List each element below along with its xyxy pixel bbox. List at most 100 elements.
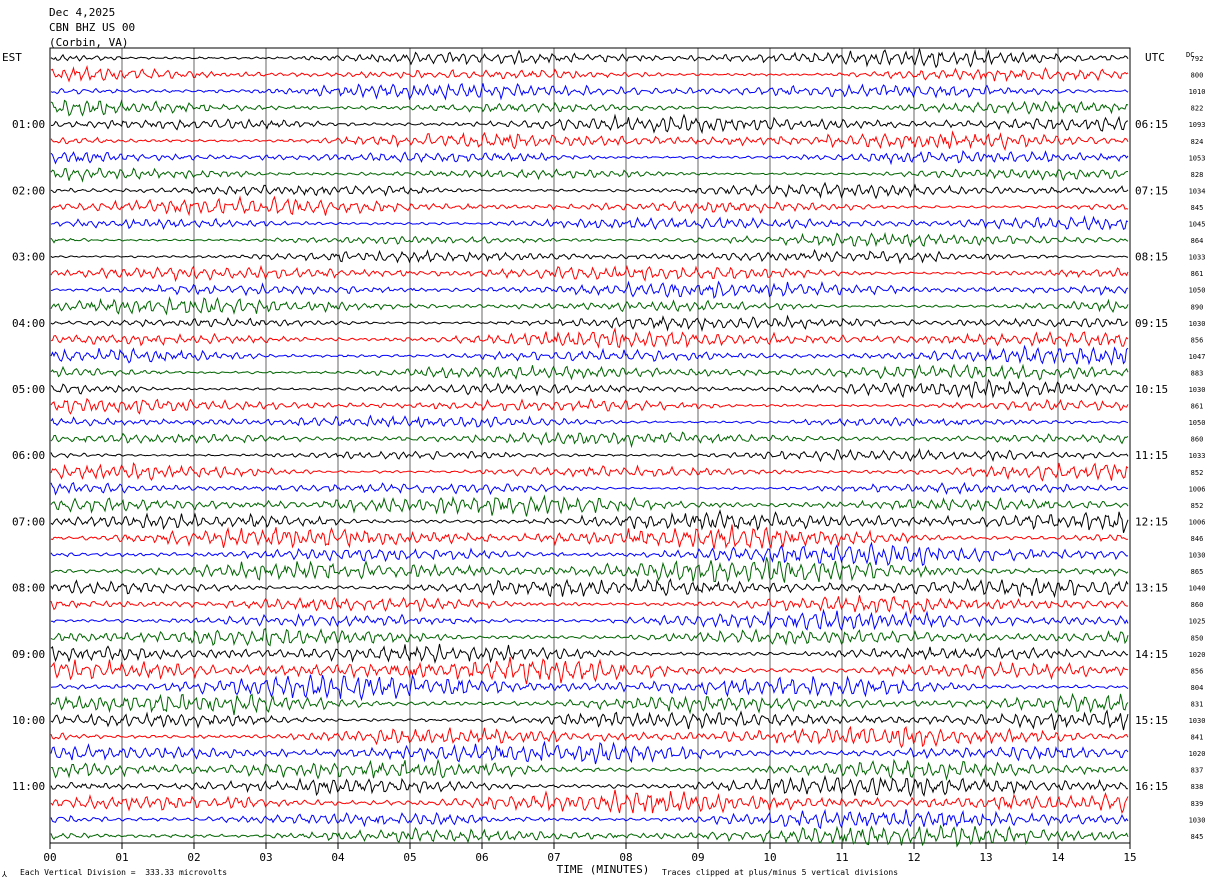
utc-hour-label: 12:15	[1135, 515, 1168, 528]
seismic-trace	[50, 692, 1129, 716]
est-hour-label: 11:00	[12, 780, 45, 793]
clip-note: Traces clipped at plus/minus 5 vertical …	[662, 868, 899, 877]
seismic-trace	[50, 414, 1129, 429]
x-tick-label: 06	[475, 851, 488, 864]
seismic-trace	[50, 481, 1129, 496]
dc-value: 861	[1191, 403, 1204, 411]
dc-value: 1006	[1189, 485, 1206, 493]
utc-hour-label: 15:15	[1135, 714, 1168, 727]
seismic-trace	[50, 215, 1129, 231]
utc-hour-label: 08:15	[1135, 251, 1168, 264]
dc-value: 1020	[1189, 750, 1206, 758]
x-tick-label: 10	[763, 851, 776, 864]
dc-value: 1047	[1189, 353, 1206, 361]
seismic-trace	[50, 494, 1129, 517]
dc-value: 841	[1191, 734, 1204, 742]
seismic-trace	[50, 824, 1129, 848]
est-hour-label: 06:00	[12, 449, 45, 462]
dc-value: 1093	[1189, 121, 1206, 129]
dc-value: 828	[1191, 171, 1204, 179]
dc-value: 1033	[1189, 452, 1206, 460]
seismic-trace	[50, 462, 1129, 482]
seismic-trace	[50, 643, 1129, 664]
dc-value: 800	[1191, 72, 1204, 80]
dc-value: 846	[1191, 535, 1204, 543]
est-hour-label: 07:00	[12, 515, 45, 528]
dc-value: 1020	[1189, 651, 1206, 659]
seismic-trace	[50, 264, 1129, 283]
dc-value: 1033	[1189, 254, 1206, 262]
seismic-trace	[50, 98, 1129, 117]
seismic-trace	[50, 48, 1129, 69]
x-tick-label: 08	[619, 851, 632, 864]
est-hour-label: 10:00	[12, 714, 45, 727]
est-hour-label: 02:00	[12, 184, 45, 197]
x-tick-label: 05	[403, 851, 416, 864]
est-axis-label: EST	[2, 51, 22, 64]
dc-value: 864	[1191, 237, 1204, 245]
x-tick-label: 09	[691, 851, 704, 864]
x-tick-label: 00	[43, 851, 56, 864]
dc-label: DC	[1186, 51, 1194, 59]
dc-value: 890	[1191, 303, 1204, 311]
seismic-trace	[50, 657, 1129, 685]
dc-value: 1030	[1189, 717, 1206, 725]
seismic-trace	[50, 774, 1129, 798]
dc-value: 852	[1191, 469, 1204, 477]
seismic-trace	[50, 195, 1129, 217]
dc-value: 1050	[1189, 419, 1206, 427]
x-axis-title: TIME (MINUTES)	[557, 863, 650, 876]
dc-value: 1010	[1189, 88, 1206, 96]
seismic-trace	[50, 327, 1129, 349]
dc-value: 1034	[1189, 187, 1206, 195]
axis-labels: 00 01 02 03 04 05 06 07 08 09 10 11 12 13 14 15 792 800 10…	[2, 51, 1205, 876]
utc-hour-label: 16:15	[1135, 780, 1168, 793]
seismic-trace	[50, 130, 1129, 152]
utc-hour-label: 09:15	[1135, 317, 1168, 330]
dc-value: 822	[1191, 105, 1204, 113]
location-label: (Corbin, VA)	[49, 36, 129, 49]
dc-value: 883	[1191, 369, 1204, 377]
dc-value: 1030	[1189, 552, 1206, 560]
x-tick-label: 02	[187, 851, 200, 864]
dc-value: 1053	[1189, 154, 1206, 162]
x-tick-label: 03	[259, 851, 272, 864]
est-hour-label: 08:00	[12, 582, 45, 595]
dc-value: 1050	[1189, 287, 1206, 295]
seismic-trace	[50, 181, 1129, 200]
seismic-trace	[50, 758, 1129, 781]
seismic-trace	[50, 709, 1129, 731]
dc-value: 824	[1191, 138, 1204, 146]
x-tick-label: 11	[835, 851, 848, 864]
seismic-trace	[50, 789, 1129, 814]
seismic-trace	[50, 509, 1129, 533]
dc-value: 831	[1191, 700, 1204, 708]
seismic-trace	[50, 524, 1129, 550]
seismic-trace	[50, 248, 1129, 265]
dc-value: 1040	[1189, 585, 1206, 593]
seismic-traces	[50, 48, 1129, 848]
x-tick-label: 15	[1123, 851, 1136, 864]
dc-value: 856	[1191, 336, 1204, 344]
scale-icon: ⅄	[2, 870, 7, 879]
seismic-trace	[50, 608, 1129, 632]
seismic-trace	[50, 447, 1129, 463]
seismic-trace	[50, 541, 1129, 567]
x-tick-label: 14	[1051, 851, 1065, 864]
seismic-trace	[50, 557, 1129, 583]
x-tick-label: 07	[547, 851, 560, 864]
est-hour-label: 05:00	[12, 383, 45, 396]
x-tick-label: 01	[115, 851, 128, 864]
est-hour-label: 03:00	[12, 251, 45, 264]
seismic-trace	[50, 280, 1129, 299]
x-tick-label: 12	[907, 851, 920, 864]
seismic-trace	[50, 673, 1129, 702]
utc-hour-label: 06:15	[1135, 118, 1168, 131]
dc-value: 1030	[1189, 320, 1206, 328]
seismic-trace	[50, 167, 1129, 183]
dc-value: 1030	[1189, 386, 1206, 394]
grid-lines	[49, 47, 1131, 849]
utc-axis-label: UTC	[1145, 51, 1165, 64]
dc-value: 845	[1191, 833, 1204, 841]
